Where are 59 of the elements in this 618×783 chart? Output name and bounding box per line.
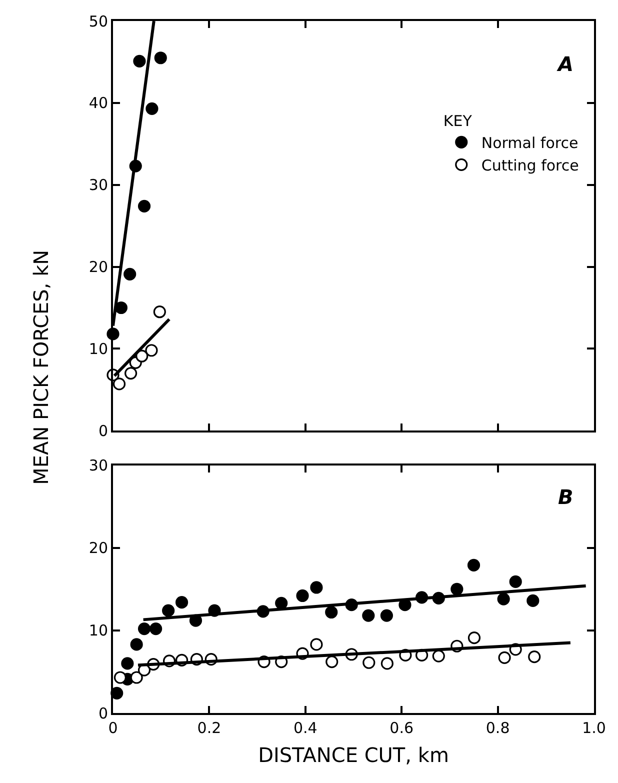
- point: [153, 306, 166, 318]
- point: [526, 594, 540, 607]
- x-tick-label: 0.4: [293, 719, 318, 737]
- annotation: A: [556, 52, 574, 76]
- y-tick-label: 10: [88, 622, 108, 640]
- point: [296, 589, 309, 602]
- point: [114, 671, 127, 684]
- point: [150, 622, 162, 636]
- point: [380, 657, 394, 670]
- point: [121, 657, 134, 670]
- point: [138, 622, 151, 636]
- point: [432, 650, 445, 662]
- point: [467, 558, 480, 572]
- y-tick-label: 30: [88, 176, 108, 194]
- point: [146, 102, 158, 115]
- legend-title: KEY: [443, 112, 473, 130]
- y-tick-label: 40: [88, 94, 108, 112]
- point: [528, 650, 541, 664]
- y-tick-label: 20: [88, 539, 108, 558]
- point: [497, 592, 510, 606]
- point: [130, 671, 143, 684]
- point: [380, 609, 393, 622]
- annotation: B: [558, 485, 574, 509]
- point: [112, 378, 126, 390]
- y-tick-label: 0: [98, 422, 108, 440]
- point: [133, 54, 146, 68]
- point: [498, 651, 511, 664]
- point: [124, 268, 136, 280]
- point: [138, 200, 151, 212]
- point: [145, 344, 158, 357]
- y-tick-label: 10: [88, 340, 108, 358]
- point: [114, 301, 128, 314]
- point: [154, 52, 167, 64]
- point: [362, 656, 376, 669]
- point: [310, 581, 323, 594]
- legend-label: Normal force: [481, 134, 578, 152]
- y-tick-label: 30: [88, 456, 108, 475]
- point: [310, 638, 323, 651]
- x-tick-label: 0.8: [486, 719, 510, 737]
- point: [175, 596, 188, 609]
- point: [124, 367, 138, 380]
- x-tick-label: 0.2: [197, 719, 222, 737]
- y-tick-label: 50: [88, 12, 108, 30]
- y-tick-label: 0: [98, 704, 108, 722]
- x-tick-label: 1.0: [582, 719, 606, 737]
- point: [162, 604, 175, 617]
- point: [509, 575, 522, 588]
- point: [362, 609, 375, 622]
- point: [275, 596, 288, 610]
- point: [326, 656, 338, 668]
- point: [325, 606, 338, 619]
- x-axis-title: DISTANCE CUT, km: [258, 743, 449, 767]
- point: [130, 638, 143, 651]
- point: [468, 632, 481, 644]
- point: [450, 582, 464, 596]
- y-tick-label: 20: [88, 258, 108, 276]
- x-tick-label: 0.6: [390, 719, 414, 737]
- y-axis-title: MEAN PICK FORCES, kN: [28, 250, 53, 485]
- legend-label: Cutting force: [481, 156, 579, 174]
